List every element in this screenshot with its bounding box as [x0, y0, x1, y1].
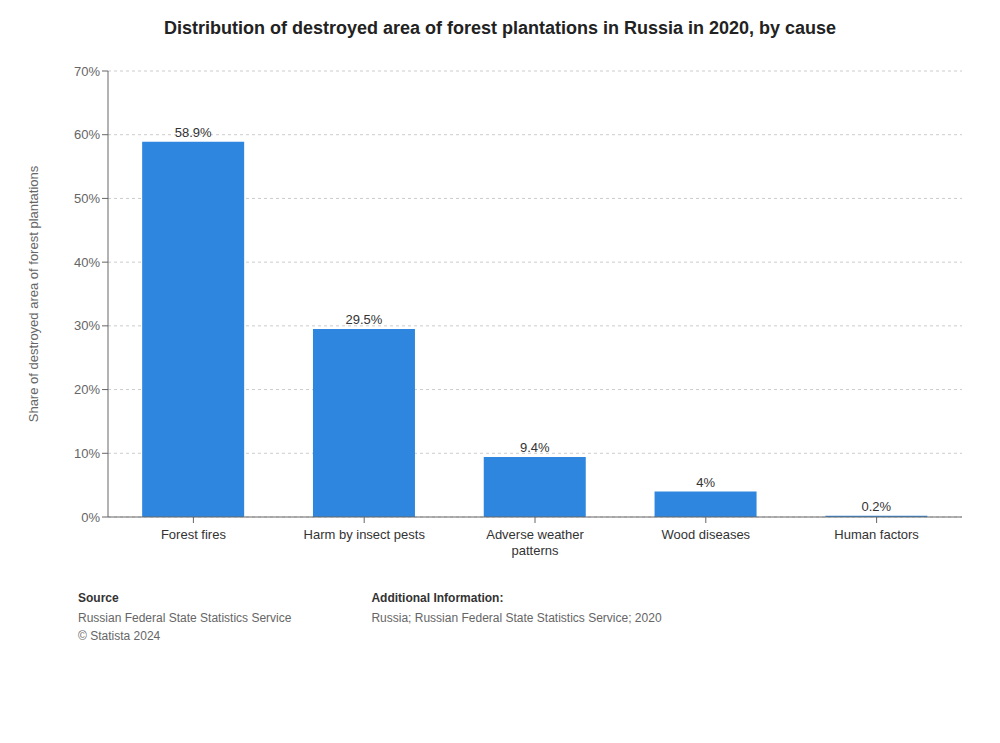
html-text:Source: Source	[78, 591, 119, 605]
svg-text:9.4%: 9.4%	[520, 440, 550, 455]
html-text:Russian Federal State Statisti: Russian Federal State Statistics Service	[78, 611, 292, 625]
svg-text:29.5%: 29.5%	[346, 312, 383, 327]
svg-text:Share of destroyed area of for: Share of destroyed area of forest planta…	[26, 165, 41, 422]
svg-text:40%: 40%	[74, 255, 100, 270]
html-text:Russia; Russian Federal State: Russia; Russian Federal State Statistics…	[371, 611, 662, 625]
svg-text:58.9%: 58.9%	[175, 125, 212, 140]
html-text:Distribution of destroyed area: Distribution of destroyed area of forest…	[163, 18, 837, 38]
svg-text:Harm by insect pests: Harm by insect pests	[304, 527, 426, 542]
html-text:Additional Information:: Additional Information:	[371, 591, 504, 605]
svg-text:4%: 4%	[696, 475, 715, 490]
svg-text:Forest fires: Forest fires	[161, 527, 227, 542]
svg-text:Adverse weatherpatterns: Adverse weatherpatterns	[486, 527, 584, 558]
html-text:© Statista 2024: © Statista 2024	[78, 629, 161, 643]
svg-text:70%: 70%	[74, 64, 100, 79]
svg-text:0.2%: 0.2%	[862, 499, 892, 514]
svg-text:50%: 50%	[74, 191, 100, 206]
svg-text:10%: 10%	[74, 446, 100, 461]
svg-text:Human factors: Human factors	[834, 527, 919, 542]
svg-text:Wood diseases: Wood diseases	[661, 527, 750, 542]
svg-text:60%: 60%	[74, 127, 100, 142]
svg-text:20%: 20%	[74, 382, 100, 397]
svg-text:0%: 0%	[81, 510, 100, 525]
svg-text:30%: 30%	[74, 318, 100, 333]
